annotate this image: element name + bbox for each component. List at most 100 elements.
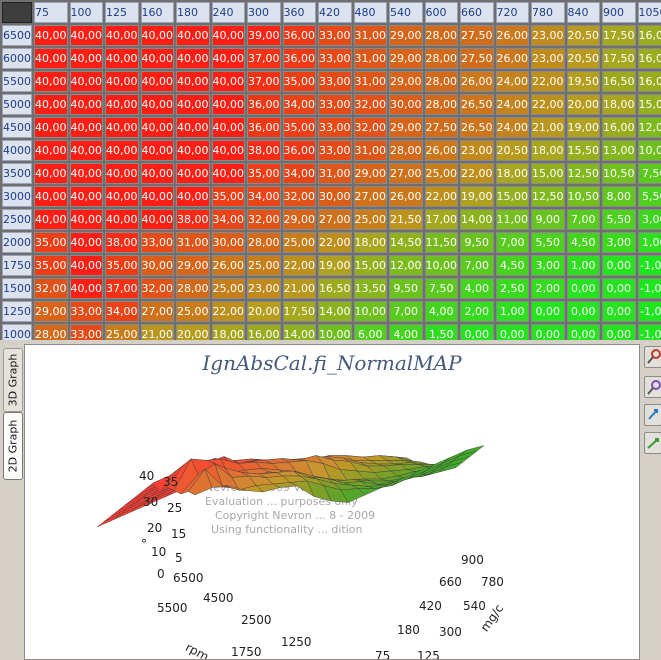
map-cell[interactable]: 40,00: [105, 25, 139, 46]
map-cell[interactable]: 28,00: [34, 324, 68, 340]
map-cell[interactable]: 27,00: [318, 209, 352, 230]
map-cell[interactable]: 17,50: [283, 301, 317, 322]
map-cell[interactable]: 40,00: [212, 117, 246, 138]
map-cell[interactable]: 34,00: [247, 186, 281, 207]
map-cell[interactable]: 27,50: [460, 48, 494, 69]
map-cell[interactable]: 36,00: [247, 94, 281, 115]
map-cell[interactable]: 10,00: [318, 324, 352, 340]
map-cell[interactable]: 34,00: [212, 209, 246, 230]
map-cell[interactable]: 40,00: [105, 94, 139, 115]
map-cell[interactable]: 40,00: [176, 186, 210, 207]
column-header[interactable]: 540: [389, 2, 423, 23]
map-cell[interactable]: 18,00: [496, 163, 530, 184]
map-cell[interactable]: 1,00: [567, 255, 601, 276]
map-cell[interactable]: 22,00: [318, 232, 352, 253]
map-cell[interactable]: 33,00: [318, 117, 352, 138]
map-cell[interactable]: 20,50: [567, 48, 601, 69]
map-cell[interactable]: 23,00: [531, 48, 565, 69]
map-cell[interactable]: 40,00: [70, 209, 104, 230]
map-cell[interactable]: 7,50: [425, 278, 459, 299]
map-cell[interactable]: 31,00: [354, 71, 388, 92]
map-cell[interactable]: 40,00: [212, 48, 246, 69]
map-cell[interactable]: 23,00: [531, 25, 565, 46]
map-cell[interactable]: 35,00: [34, 232, 68, 253]
map-cell[interactable]: 26,50: [460, 94, 494, 115]
map-cell[interactable]: 10,00: [354, 301, 388, 322]
map-cell[interactable]: 40,00: [70, 186, 104, 207]
map-cell[interactable]: 28,00: [425, 71, 459, 92]
map-cell[interactable]: 27,50: [460, 25, 494, 46]
map-cell[interactable]: 21,00: [283, 278, 317, 299]
map-cell[interactable]: -1,00: [638, 255, 661, 276]
row-header[interactable]: 6500: [2, 25, 32, 46]
tab-3d-graph[interactable]: 3D Graph: [3, 348, 23, 412]
map-cell[interactable]: 9,00: [531, 209, 565, 230]
column-header[interactable]: 660: [460, 2, 494, 23]
map-cell[interactable]: 14,00: [283, 324, 317, 340]
row-header[interactable]: 3500: [2, 163, 32, 184]
map-cell[interactable]: 4,00: [389, 324, 423, 340]
map-cell[interactable]: 12,50: [531, 186, 565, 207]
map-cell[interactable]: 4,00: [425, 301, 459, 322]
map-cell[interactable]: 15,50: [567, 140, 601, 161]
map-cell[interactable]: 25,00: [105, 324, 139, 340]
map-cell[interactable]: 26,00: [496, 25, 530, 46]
map-cell[interactable]: 21,00: [531, 117, 565, 138]
map-cell[interactable]: 40,00: [105, 163, 139, 184]
column-header[interactable]: 240: [212, 2, 246, 23]
row-header[interactable]: 5500: [2, 71, 32, 92]
map-cell[interactable]: -1,00: [638, 301, 661, 322]
map-cell[interactable]: 33,00: [141, 232, 175, 253]
map-cell[interactable]: 40,00: [34, 140, 68, 161]
map-cell[interactable]: 30,00: [389, 94, 423, 115]
map-cell[interactable]: 7,00: [460, 255, 494, 276]
map-cell[interactable]: 9,50: [460, 232, 494, 253]
map-cell[interactable]: 40,00: [141, 117, 175, 138]
map-cell[interactable]: 11,50: [425, 232, 459, 253]
map-cell[interactable]: 26,50: [460, 117, 494, 138]
map-cell[interactable]: 0,00: [602, 278, 636, 299]
map-cell[interactable]: 33,00: [318, 94, 352, 115]
map-cell[interactable]: 40,00: [70, 71, 104, 92]
map-cell[interactable]: 40,00: [34, 117, 68, 138]
map-cell[interactable]: 16,50: [318, 278, 352, 299]
row-header[interactable]: 1000: [2, 324, 32, 340]
map-cell[interactable]: 32,00: [34, 278, 68, 299]
map-cell[interactable]: 19,00: [318, 255, 352, 276]
map-cell[interactable]: 40,00: [34, 163, 68, 184]
map-cell[interactable]: 40,00: [176, 140, 210, 161]
map-cell[interactable]: 31,00: [354, 25, 388, 46]
map-cell[interactable]: 4,00: [460, 278, 494, 299]
column-header[interactable]: 180: [176, 2, 210, 23]
map-cell[interactable]: 40,00: [212, 140, 246, 161]
map-cell[interactable]: 12,00: [389, 255, 423, 276]
map-cell[interactable]: 34,00: [283, 94, 317, 115]
map-cell[interactable]: 33,00: [318, 140, 352, 161]
map-cell[interactable]: 22,00: [460, 163, 494, 184]
map-cell[interactable]: 19,50: [567, 71, 601, 92]
map-cell[interactable]: 40,00: [105, 209, 139, 230]
zoom-tool-button[interactable]: [644, 346, 661, 368]
map-cell[interactable]: 29,00: [283, 209, 317, 230]
map-cell[interactable]: 12,00: [638, 117, 661, 138]
row-header[interactable]: 6000: [2, 48, 32, 69]
map-cell[interactable]: 15,00: [496, 186, 530, 207]
column-header[interactable]: 100: [70, 2, 104, 23]
row-header[interactable]: 2000: [2, 232, 32, 253]
map-cell[interactable]: 15,00: [531, 163, 565, 184]
column-header[interactable]: 360: [283, 2, 317, 23]
map-cell[interactable]: 30,00: [141, 255, 175, 276]
map-cell[interactable]: 0,00: [567, 301, 601, 322]
map-cell[interactable]: 5,50: [602, 209, 636, 230]
map-cell[interactable]: 27,00: [389, 163, 423, 184]
map-cell[interactable]: 25,00: [247, 255, 281, 276]
map-cell[interactable]: 29,00: [354, 163, 388, 184]
map-cell[interactable]: 0,00: [602, 324, 636, 340]
map-cell[interactable]: 24,00: [496, 117, 530, 138]
map-cell[interactable]: 17,00: [425, 209, 459, 230]
row-header[interactable]: 3000: [2, 186, 32, 207]
column-header[interactable]: 75: [34, 2, 68, 23]
map-cell[interactable]: 16,00: [638, 25, 661, 46]
map-cell[interactable]: 5,50: [531, 232, 565, 253]
map-cell[interactable]: 40,00: [212, 25, 246, 46]
